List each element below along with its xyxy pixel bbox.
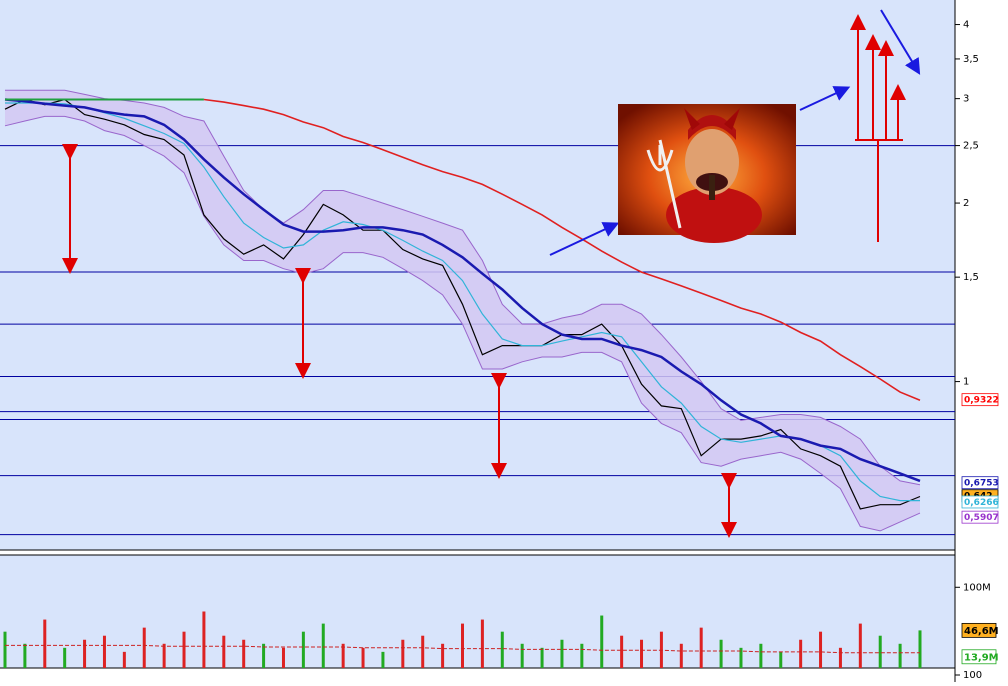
volume-bar bbox=[620, 635, 624, 668]
volume-bar bbox=[421, 635, 425, 668]
volume-bar bbox=[540, 647, 544, 668]
volume-bar bbox=[401, 639, 405, 668]
volume-bar bbox=[898, 643, 902, 668]
arrow bbox=[549, 222, 620, 256]
price-label: 0,6266 bbox=[964, 498, 999, 508]
price-label-box bbox=[961, 495, 999, 509]
volume-bar bbox=[182, 631, 186, 668]
volume-bar bbox=[799, 639, 803, 668]
volume-bar bbox=[122, 651, 126, 668]
y-tick-label: 1 bbox=[963, 377, 969, 388]
y-tick-label: 100 bbox=[963, 670, 982, 681]
volume-bar bbox=[83, 639, 87, 668]
volume-bar bbox=[719, 639, 723, 668]
moving-average bbox=[203, 98, 921, 402]
volume-bar bbox=[838, 647, 842, 668]
volume-bar bbox=[461, 623, 464, 668]
volume-bar bbox=[679, 643, 683, 668]
annotations bbox=[62, 9, 921, 538]
volume-bar bbox=[858, 623, 862, 668]
picture-body bbox=[666, 187, 762, 243]
price-label: 0,9322 bbox=[964, 396, 999, 406]
arrow bbox=[799, 86, 851, 111]
volume-bar bbox=[699, 627, 703, 668]
picture-horns bbox=[684, 108, 740, 130]
volume-bar bbox=[23, 643, 27, 668]
y-tick-label: 2,5 bbox=[963, 141, 979, 152]
volume-bar bbox=[361, 647, 365, 668]
band-lower bbox=[4, 115, 921, 532]
volume-bar bbox=[878, 635, 882, 668]
volume-bar bbox=[321, 623, 325, 668]
volume-bar bbox=[739, 647, 743, 668]
volume-bar bbox=[341, 643, 345, 668]
volume-label: 13,9M bbox=[964, 652, 999, 663]
y-tick-label: 2 bbox=[963, 198, 969, 209]
volume-bar bbox=[242, 639, 246, 668]
volume-bar bbox=[779, 651, 783, 668]
moving-average bbox=[5, 102, 920, 502]
volume-label-box bbox=[961, 649, 997, 665]
band-fill bbox=[5, 90, 920, 531]
y-tick-label: 4 bbox=[963, 20, 969, 31]
volume-bar bbox=[381, 651, 385, 668]
volume-bar bbox=[102, 635, 106, 668]
price-label-box bbox=[961, 510, 999, 524]
devil-picture bbox=[618, 104, 796, 243]
volume-bar bbox=[441, 643, 445, 668]
volume-bar bbox=[600, 615, 604, 668]
price-label: 0,5907 bbox=[964, 513, 999, 523]
y-tick-label: 3 bbox=[963, 94, 969, 105]
volume-bar bbox=[63, 647, 67, 668]
y-tick-label: 1,5 bbox=[963, 272, 979, 283]
moving-average bbox=[4, 98, 921, 483]
volume-bar bbox=[3, 631, 7, 668]
volume-bar bbox=[262, 643, 266, 668]
volume-bar bbox=[819, 631, 823, 668]
arrow bbox=[880, 9, 921, 75]
volume-bar bbox=[222, 635, 226, 668]
volume-bar bbox=[580, 643, 584, 668]
price-line bbox=[4, 98, 921, 510]
band-upper bbox=[5, 89, 921, 486]
y-tick-label: 3,5 bbox=[963, 54, 979, 65]
volume-bar bbox=[281, 647, 285, 668]
volume-bar bbox=[480, 619, 484, 668]
volume-bar bbox=[301, 631, 305, 668]
volume-label: 46,6M bbox=[964, 626, 999, 637]
volume-bar bbox=[918, 630, 922, 668]
volume-average bbox=[5, 644, 920, 654]
price-label: 0,6753 bbox=[964, 479, 999, 489]
volume-label-box bbox=[961, 622, 997, 638]
y-tick-label: 100M bbox=[963, 582, 991, 593]
volume-bar bbox=[560, 639, 564, 668]
picture-trident bbox=[646, 139, 682, 229]
volume-bar bbox=[162, 643, 166, 668]
price-label-box bbox=[961, 476, 999, 490]
volume-bar bbox=[640, 639, 644, 668]
volume-bar bbox=[43, 619, 47, 668]
volume-bar bbox=[759, 643, 763, 668]
volume-panel bbox=[0, 555, 955, 668]
picture-hood bbox=[688, 115, 736, 140]
price-label-box bbox=[961, 393, 999, 407]
volume-bar bbox=[500, 631, 504, 668]
volume-bar bbox=[520, 643, 524, 668]
volume-bar bbox=[142, 627, 146, 668]
volume-bar bbox=[202, 611, 206, 668]
